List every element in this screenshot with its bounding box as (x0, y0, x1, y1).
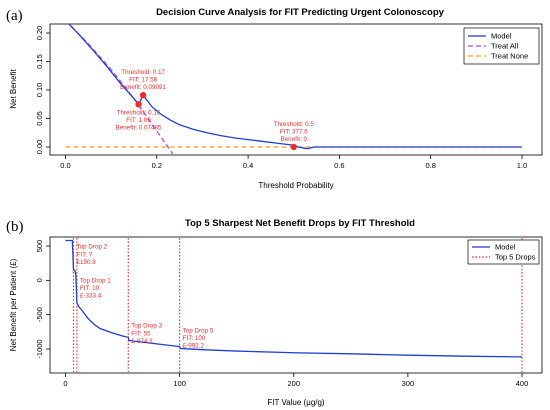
panel-a-annotation-line: FIT: 1.09 (126, 117, 151, 124)
panel-a-points (135, 91, 297, 151)
panel-a-highlight-point (135, 101, 142, 108)
panel-b-legend-box (467, 239, 540, 265)
panel-a-y-tick-label: 0.05 (35, 111, 44, 126)
panel-b-annotation-line: Top Drop 1 (80, 277, 111, 284)
panel-b-y-tick-label: -500 (35, 307, 44, 322)
panel-b-plot-frame (49, 236, 543, 374)
panel-b-annotation-line: £-333.4 (80, 293, 102, 300)
panel-a-y-tick-label: 0.00 (35, 140, 44, 155)
panel-b-series (65, 239, 523, 358)
panel-a-annotation-line: Benefit: 0 (280, 136, 307, 143)
panel-a-legend-label: Model (491, 32, 512, 41)
panel-a-x-tick-label: 0.0 (60, 161, 70, 170)
panel-b-annotation-line: Top Drop 5 (183, 328, 214, 335)
panel-b-annotation-line: £150.8 (76, 259, 96, 266)
panel-b-x-tick-label: 200 (287, 379, 300, 388)
panel-b-x-tick-label: 100 (173, 379, 186, 388)
panel-b-y-tick-label: 500 (35, 240, 44, 253)
panel-a-x-tick-label: 1.0 (517, 161, 527, 170)
panel-b-y-axis-label: Net Benefit per Patient (£) (9, 258, 18, 351)
panel-a-plot-frame (49, 23, 543, 156)
panel-b-title: Top 5 Sharpest Net Benefit Drops by FIT … (185, 218, 415, 229)
panel-b-label: (b) (6, 219, 24, 235)
panel-b-drop-lines (72, 238, 523, 372)
panel-b-annotation-line: Top Drop 3 (131, 323, 162, 330)
panel-b-x-axis-label: FIT Value (µg/g) (267, 398, 325, 407)
panel-b-annotation-line: FIT: 7 (76, 251, 92, 258)
panel-b-series-line-model (65, 239, 523, 358)
panel-a-annotation-line: Benefit: 0.09091 (120, 84, 166, 91)
panel-b-legend-label: Top 5 Drops (495, 253, 536, 262)
panel-a-legend-label: Treat All (491, 42, 519, 51)
panel-a-y-tick-label: 0.10 (35, 83, 44, 98)
panel-a-highlight-point (139, 91, 147, 99)
panel-b-annotation-line: £-992.2 (183, 343, 205, 350)
panel-a-annotation-line: Threshold: 0.17 (121, 69, 165, 76)
panel-a-y-tick-label: 0.15 (35, 54, 44, 69)
panel-a-highlight-point (290, 143, 297, 151)
panel-a-x-axis: 0.0 0.2 0.4 0.6 0.8 1.0 (60, 155, 527, 170)
panel-b-annotation-line: £-874.3 (131, 338, 153, 345)
panel-b-annotation-line: Top Drop 2 (76, 244, 107, 251)
panel-a-y-axis: 0.00 0.05 0.10 0.15 0.20 (35, 26, 50, 155)
panel-b-annotation-line: FIT: 10 (80, 285, 100, 292)
panel-a-legend-label: Treat None (491, 52, 528, 61)
panel-a-annotation-line: Threshold: 0.16 (117, 109, 161, 116)
panel-a-y-tick-label: 0.20 (35, 26, 44, 41)
panel-b-annotation-line: FIT: 55 (131, 330, 151, 337)
panel-a-x-tick-label: 0.4 (243, 161, 253, 170)
panel-a-annotation-line: Threshold: 0.5 (274, 121, 315, 128)
panel-a-x-tick-label: 0.2 (152, 161, 162, 170)
panel-b-x-tick-label: 0 (63, 379, 67, 388)
panel-b-y-axis: 500 0 -500 -1000 (35, 240, 50, 359)
panel-b-x-tick-label: 400 (516, 379, 529, 388)
panel-b: (b) Top 5 Sharpest Net Benefit Drops by … (6, 218, 543, 407)
panel-a-x-tick-label: 0.8 (425, 161, 435, 170)
panel-a-annotation-line: FIT: 17.58 (129, 77, 157, 84)
panel-b-y-tick-label: -1000 (35, 339, 44, 358)
panel-b-x-tick-label: 300 (402, 379, 415, 388)
panel-b-annotation-line: FIT: 100 (183, 335, 206, 342)
panel-a: (a) Decision Curve Analysis for FIT Pred… (6, 7, 543, 190)
panel-a-label: (a) (6, 8, 23, 24)
panel-a-y-axis-label: Net Benefit (9, 68, 18, 108)
panel-b-x-axis: 0 100 200 300 400 (63, 373, 528, 388)
panel-a-x-tick-label: 0.6 (334, 161, 344, 170)
panel-a-annotation-line: Benefit: 0.07485 (116, 125, 162, 132)
panel-a-annotation-line: FIT: 377.6 (280, 128, 308, 135)
panel-a-title: Decision Curve Analysis for FIT Predicti… (156, 7, 445, 18)
panel-b-legend-label: Model (495, 243, 516, 252)
panel-b-y-tick-label: 0 (35, 278, 44, 282)
panel-a-x-axis-label: Threshold Probability (258, 181, 333, 190)
